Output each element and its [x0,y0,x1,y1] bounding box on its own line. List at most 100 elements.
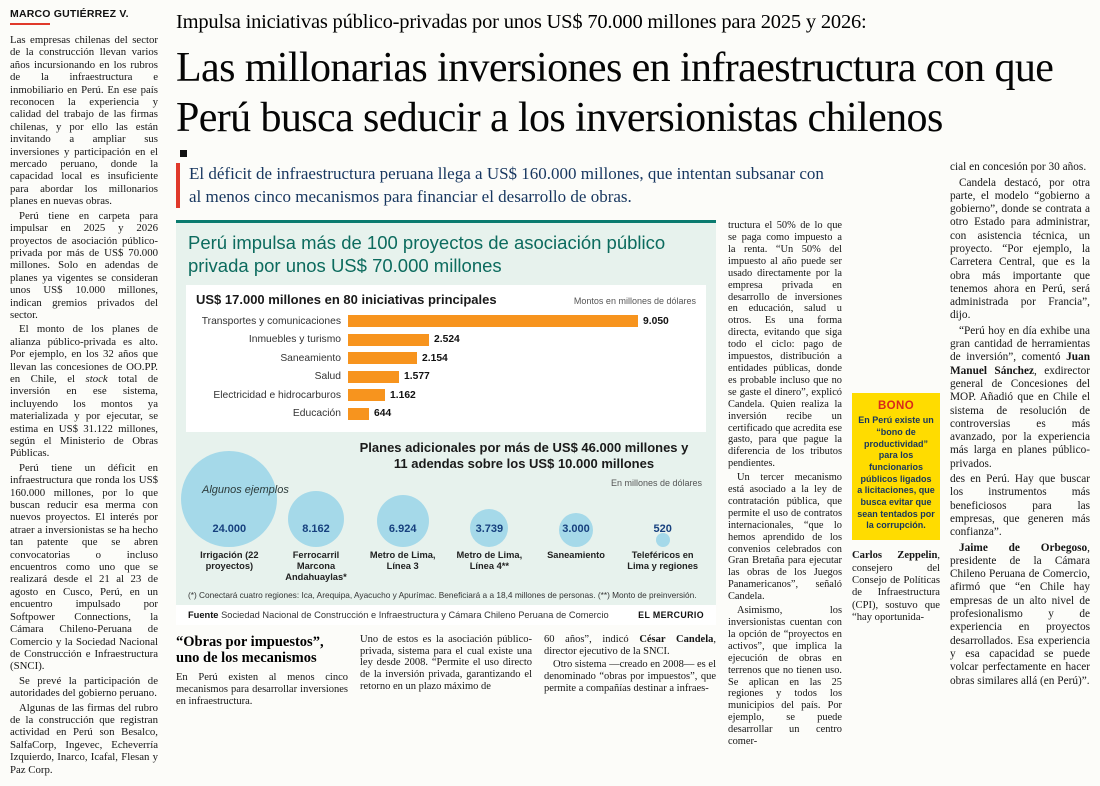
left-column: MARCO GUTIÉRREZ V. Las empresas chilenas… [10,8,158,778]
bubble-circle [181,450,278,547]
bubble-circle [470,508,509,547]
bar-label: Saneamiento [280,352,341,364]
infographic: Perú impulsa más de 100 proyectos de aso… [176,220,716,625]
paragraph: En Perú existen al menos cinco mecanismo… [176,671,348,707]
bubble-label: Ferrocarril Marcona Andahuaylas* [285,549,347,582]
bottom-column-2: Uno de estos es la asociación público-pr… [360,634,532,710]
bar-value: 9.050 [643,315,669,327]
bubble-value: 8.162 [302,522,330,535]
headline: Las millonarias inversiones en infraestr… [176,44,1054,142]
bar [348,407,369,420]
bar-chart: US$ 17.000 millones en 80 iniciativas pr… [186,285,706,433]
bottom-column-3: 60 años”, indicó César Candela, director… [544,634,716,710]
bar-row: Transportes y comunicaciones 9.050 [196,312,696,331]
bubble-labels-row: Irrigación (22 proyectos) Ferrocarril Ma… [186,550,706,583]
bottom-column-1: “Obras por impuestos”, uno de los mecani… [176,634,348,710]
bar-value: 644 [374,408,392,420]
paragraph: Carlos Zeppelin, consejero del Consejo d… [852,550,940,624]
bubble-item: 3.739 [446,475,533,547]
kicker: Impulsa iniciativas público-privadas por… [176,11,867,33]
deck: El déficit de infraestructura peruana ll… [176,163,836,209]
bar-units-note: Montos en millones de dólares [573,296,696,307]
bono-column: BONO En Perú existe un “bono de producti… [852,161,940,750]
center-section: El déficit de infraestructura peruana ll… [176,161,842,750]
bar-value: 1.577 [404,371,430,383]
bar-label: Inmuebles y turismo [248,334,341,346]
bar-label: Transportes y comunicaciones [201,315,341,327]
paragraph: Perú tiene un déficit en infraestructura… [10,461,158,673]
subhead: “Obras por impuestos”, uno de los mecani… [176,633,324,667]
bubble-value: 24.000 [212,522,247,535]
bar-label: Educación [292,408,341,420]
bono-box-title: BONO [877,400,915,413]
bar-value: 1.162 [390,389,416,401]
bar [348,370,399,383]
paragraph: Uno de estos es la asociación público-pr… [360,633,532,693]
bubble-value: 3.739 [475,522,504,535]
publisher-credit: EL MERCURIO [638,609,704,620]
bubble-examples-label: Algunos ejemplos [202,484,289,497]
paragraph: Candela destacó, por otra parte, el mode… [950,176,1090,322]
paragraph: Algunas de las firmas del rubro de la co… [10,701,158,776]
bubble-label: Teleféricos en Lima y regiones [627,549,699,571]
paragraph: El monto de los planes de alianza públic… [10,323,159,460]
source-names: Sociedad Nacional de Construcción e Infr… [221,609,609,620]
bubble-value: 520 [653,522,672,535]
bubble-item: 6.924 [359,475,446,547]
bubble-circle [376,494,429,547]
infographic-title: Perú impulsa más de 100 proyectos de aso… [188,232,666,276]
bubble-label: Metro de Lima, Línea 4** [456,549,523,571]
paragraph: Perú tiene en carpeta para impulsar en 2… [10,209,158,321]
bubble-circle [288,490,344,547]
bubble-item: 520 [619,475,706,547]
bar-row: Salud 1.577 [196,368,696,387]
source-row: Fuente Sociedad Nacional de Construcción… [176,604,716,625]
paragraph: Las empresas chilenas del sector de la c… [10,34,158,208]
bubble-row: 24.000 8.162 6.924 [181,450,706,547]
bubble-item: 3.000 [533,475,620,547]
bono-box-text: En Perú existe un “bono de productividad… [857,415,935,531]
infographic-footnote: (*) Conectará cuatro regiones: Ica, Areq… [188,589,697,600]
bubble-value: 6.924 [388,522,417,535]
paragraph: “Perú hoy en día exhibe una gran cantida… [950,324,1090,470]
bubble-chart-title: Planes adicionales por más de US$ 46.000… [359,440,689,472]
bar-row: Electricidad e hidrocarburos 1.162 [196,386,696,405]
bar [348,352,417,365]
bar [348,389,385,402]
source-text: Fuente Sociedad Nacional de Construcción… [188,610,609,620]
bubble-units-note: En millones de dólares [610,478,702,489]
paragraph: Se prevé la participación de autoridades… [10,674,158,700]
bar-label: Salud [314,371,341,383]
bottom-columns: “Obras por impuestos”, uno de los mecani… [176,634,716,710]
bar [348,315,638,328]
bar-row: Inmuebles y turismo 2.524 [196,331,696,350]
paragraph: Un tercer mecanismo está asociado a la l… [728,472,842,603]
paragraph: Asimismo, los inversionistas cuentan con… [728,605,842,748]
bubble-label: Metro de Lima, Línea 3 [369,549,436,571]
byline: MARCO GUTIÉRREZ V. [10,8,158,25]
main-article: Impulsa iniciativas público-privadas por… [170,8,1090,778]
bubble-circle [655,532,670,547]
bubble-chart: Planes adicionales por más de US$ 46.000… [176,432,716,582]
byline-name: MARCO GUTIÉRREZ V. [10,8,129,20]
paragraph: tructura el 50% de lo que se paga como i… [728,220,842,470]
bono-box: BONO En Perú existe un “bono de producti… [852,393,940,541]
right-column: cial en concesión por 30 años. Candela d… [950,161,1090,750]
bar-value: 2.154 [422,352,448,364]
bubble-label: Saneamiento [547,549,605,560]
paragraph: Otro sistema —creado en 2008— es el deno… [544,659,716,695]
bar-chart-title: US$ 17.000 millones en 80 iniciativas pr… [196,292,497,308]
paragraph: des en Perú. Hay que buscar los instrume… [950,473,1090,539]
bubble-label: Irrigación (22 proyectos) [200,549,259,571]
paragraph: 60 años”, indicó César Candela, director… [544,633,717,657]
bubble-item: 24.000 [181,450,278,547]
headline-end-mark [180,150,187,158]
article-body: El déficit de infraestructura peruana ll… [170,161,1090,750]
article-header: Impulsa iniciativas público-privadas por… [170,10,1090,158]
source-label: Fuente [188,609,219,620]
bar-label: Electricidad e hidrocarburos [213,389,341,401]
bar-value: 2.524 [434,334,460,346]
bubble-circle [559,512,594,547]
bubble-item: 8.162 [273,475,360,547]
